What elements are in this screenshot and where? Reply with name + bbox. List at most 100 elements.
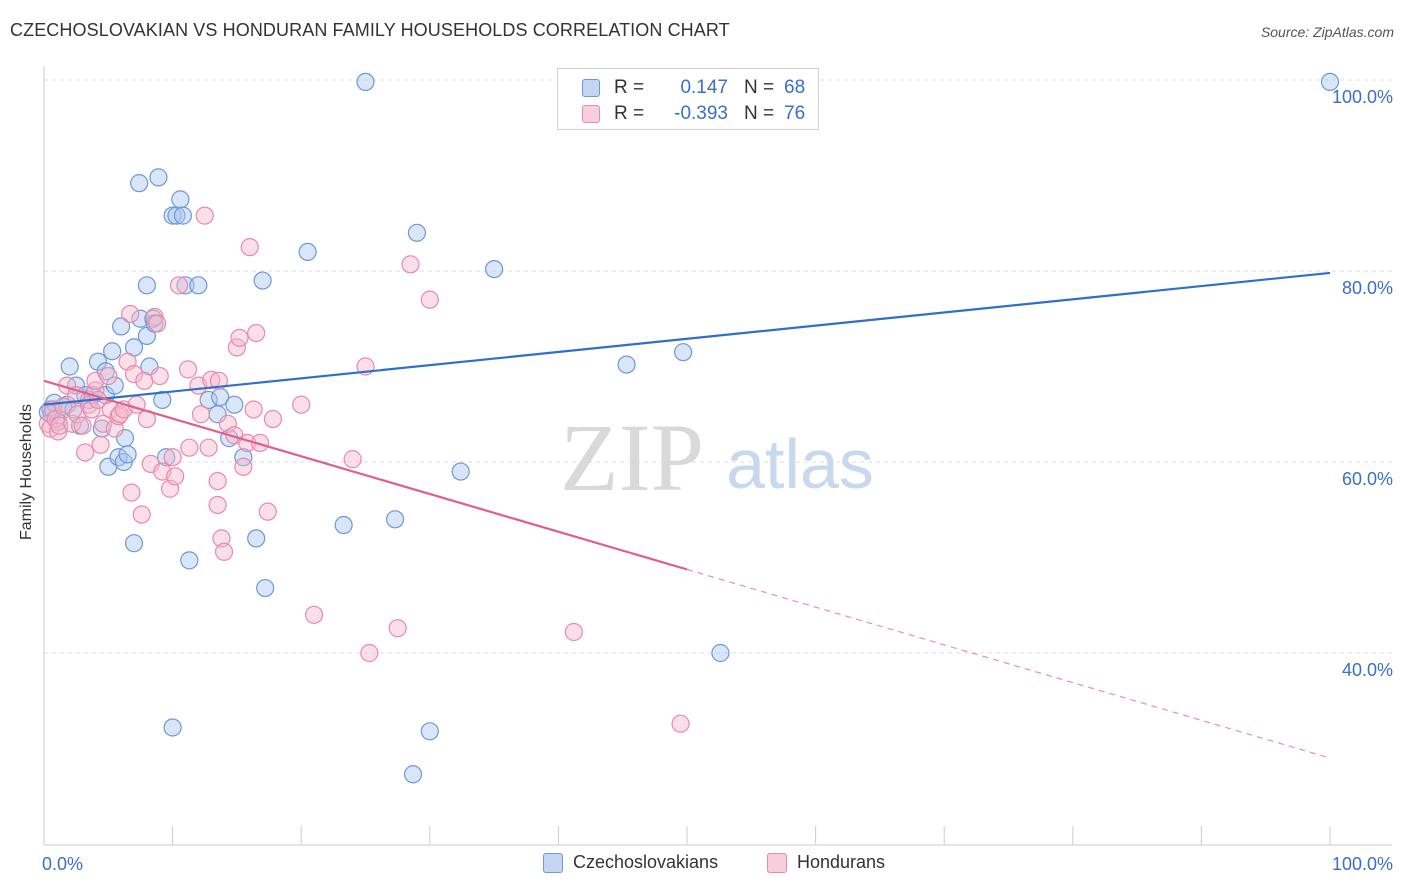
watermark: ZIP atlas	[560, 404, 874, 511]
y-tick-label: 100.0%	[1332, 87, 1393, 107]
honduran-point	[234, 457, 253, 476]
honduran-point	[247, 323, 266, 343]
honduran-point	[263, 409, 283, 429]
czechoslovakian-point	[60, 357, 79, 376]
legend-r-label: R =	[614, 77, 645, 98]
honduran-point	[195, 206, 214, 225]
chart-title: CZECHOSLOVAKIAN VS HONDURAN FAMILY HOUSE…	[10, 20, 730, 40]
czechoslovakian-point	[153, 390, 172, 410]
honduran-point	[150, 366, 169, 386]
honduran-point	[343, 450, 362, 469]
czechoslovakian-point	[485, 259, 504, 279]
czechoslovakian-point	[124, 534, 144, 553]
czechoslovakian-point	[88, 352, 108, 371]
honduran-point	[258, 502, 277, 521]
honduran-trend-line-extrapolated	[686, 568, 1331, 759]
honduran-point	[420, 290, 439, 309]
x-tick-label: 0.0%	[42, 854, 83, 874]
czechoslovakian-point	[298, 242, 317, 261]
legend-item-label: Czechoslovakians	[573, 852, 719, 872]
gridlines	[44, 79, 1392, 654]
honduran-point	[671, 714, 690, 733]
honduran-point	[564, 622, 583, 642]
czechoslovakian-point	[403, 765, 423, 784]
honduran-point	[99, 366, 118, 386]
legend-item-label: Hondurans	[797, 852, 886, 872]
czechoslovakian-point	[211, 387, 230, 407]
legend-r-value: 0.147	[680, 77, 728, 98]
czechoslovakian-point	[173, 206, 192, 225]
czechoslovakian-point	[199, 390, 218, 410]
honduran-point	[388, 619, 407, 638]
czechoslovakian-point	[407, 223, 427, 242]
czechoslovakian-point	[131, 309, 150, 328]
legend-swatch-pink	[767, 852, 787, 873]
honduran-point	[178, 360, 198, 379]
honduran-point	[209, 371, 228, 390]
honduran-point	[49, 422, 68, 441]
czechoslovakian-point	[617, 355, 636, 374]
czechoslovakian-point	[103, 342, 122, 361]
honduran-point	[135, 371, 154, 390]
honduran-points	[38, 206, 690, 733]
correlation-legend: R = 0.147 N = 68 R = -0.393 N = 76	[557, 68, 819, 130]
czechoslovakian-point	[176, 276, 195, 295]
czechoslovakian-point	[118, 445, 137, 464]
honduran-point	[191, 405, 210, 424]
honduran-trend-line	[43, 379, 688, 571]
czechoslovakian-point	[256, 578, 275, 598]
honduran-point	[304, 605, 324, 624]
czechoslovakian-point	[225, 395, 244, 414]
x-tick-label: 100.0%	[1332, 854, 1393, 874]
honduran-point	[132, 505, 151, 524]
czechoslovakian-point	[112, 317, 131, 336]
czechoslovakian-point	[105, 376, 124, 395]
czechoslovakian-point	[163, 206, 182, 225]
czechoslovakian-point	[1320, 72, 1340, 92]
watermark-zip: ZIP	[560, 404, 704, 511]
y-tick-label: 40.0%	[1342, 660, 1393, 680]
czechoslovakian-trend-line	[43, 271, 1331, 406]
honduran-point	[166, 467, 185, 486]
czechoslovakian-points	[38, 72, 1340, 784]
series-legend: Czechoslovakians Hondurans	[0, 852, 1406, 876]
honduran-point	[124, 365, 144, 384]
honduran-point	[230, 328, 249, 347]
y-axis-title: Family Households	[18, 403, 35, 540]
czechoslovakian-point	[451, 462, 470, 481]
honduran-point	[163, 448, 182, 467]
honduran-point	[148, 314, 167, 333]
czechoslovakian-point	[189, 276, 208, 295]
czechoslovakian-point	[247, 529, 266, 548]
honduran-point	[121, 304, 140, 324]
honduran-point	[73, 416, 92, 435]
legend-r-label: R =	[614, 103, 645, 124]
honduran-point	[244, 400, 263, 419]
czechoslovakian-point	[234, 448, 253, 467]
czechoslovakian-point	[180, 551, 199, 570]
honduran-point	[122, 483, 141, 502]
czechoslovakian-point	[711, 643, 730, 663]
honduran-point	[208, 495, 227, 515]
legend-item-czechoslovakians: Czechoslovakians	[543, 852, 718, 873]
legend-swatch-blue	[543, 852, 563, 873]
czechoslovakian-point	[163, 718, 182, 737]
legend-item-hondurans: Hondurans	[767, 852, 885, 873]
honduran-point	[180, 438, 199, 457]
czechoslovakian-point	[149, 168, 168, 187]
honduran-point	[169, 276, 189, 295]
legend-n-value: 76	[784, 103, 806, 124]
honduran-point	[360, 643, 379, 663]
honduran-point	[82, 400, 101, 419]
trend-lines	[43, 271, 1331, 759]
czechoslovakian-point	[356, 72, 375, 92]
honduran-point	[212, 529, 231, 548]
honduran-point	[76, 443, 95, 462]
czechoslovakian-point	[137, 276, 156, 295]
czechoslovakian-point	[253, 271, 272, 290]
honduran-point	[208, 472, 227, 491]
honduran-point	[199, 438, 218, 457]
honduran-point	[250, 433, 270, 452]
czechoslovakian-point	[420, 722, 439, 741]
